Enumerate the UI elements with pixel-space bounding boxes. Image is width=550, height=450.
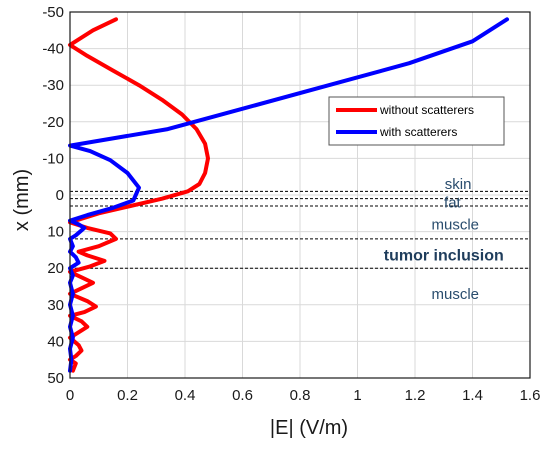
plot-frame	[69, 11, 531, 379]
x-tick-label-8: 1.6	[520, 387, 541, 404]
x-axis-label: |E| (V/m)	[270, 417, 348, 439]
y-tick-label-10: 50	[47, 370, 64, 387]
legend: without scatterers with scatterers	[328, 96, 505, 146]
series-line-1	[68, 17, 509, 373]
y-tick-label-8: 30	[47, 297, 64, 314]
series-lines	[68, 17, 509, 373]
y-axis-label: x (mm)	[11, 169, 33, 231]
x-tick-label-4: 0.8	[290, 387, 311, 404]
y-tick-label-4: -10	[42, 150, 64, 167]
region-label-1: fat	[444, 194, 462, 211]
y-tick-label-2: -30	[42, 77, 64, 94]
y-tick-label-9: 40	[47, 333, 64, 350]
legend-box	[328, 96, 505, 146]
y-tick-label-0: -50	[42, 4, 64, 21]
x-tick-label-6: 1.2	[405, 387, 426, 404]
x-tick-label-3: 0.6	[232, 387, 253, 404]
y-tick-label-1: -40	[42, 41, 64, 58]
boundary-lines	[70, 190, 530, 269]
region-label-0: skin	[445, 176, 472, 193]
x-tick-label-7: 1.4	[462, 387, 483, 404]
x-tick-label-0: 0	[66, 387, 74, 404]
region-label-2: muscle	[431, 216, 479, 233]
tick-labels: 0 0.2 0.4 0.6 0.8 1 1.2 1.4 1.6 -50 -40 -30 -20 -10 0 1…	[42, 4, 540, 404]
y-tick-label-6: 10	[47, 224, 64, 241]
x-tick-label-2: 0.4	[175, 387, 196, 404]
y-tick-label-7: 20	[47, 260, 64, 277]
region-label-4: muscle	[431, 286, 479, 303]
legend-label-with-scatterers: with scatterers	[379, 125, 457, 139]
y-tick-label-5: 0	[56, 187, 64, 204]
x-tick-label-5: 1	[353, 387, 361, 404]
region-label-3: tumor inclusion	[384, 247, 504, 264]
series-line-0	[68, 17, 210, 373]
legend-label-without-scatterers: without scatterers	[379, 103, 474, 117]
y-tick-label-3: -20	[42, 114, 64, 131]
x-tick-label-1: 0.2	[117, 387, 138, 404]
